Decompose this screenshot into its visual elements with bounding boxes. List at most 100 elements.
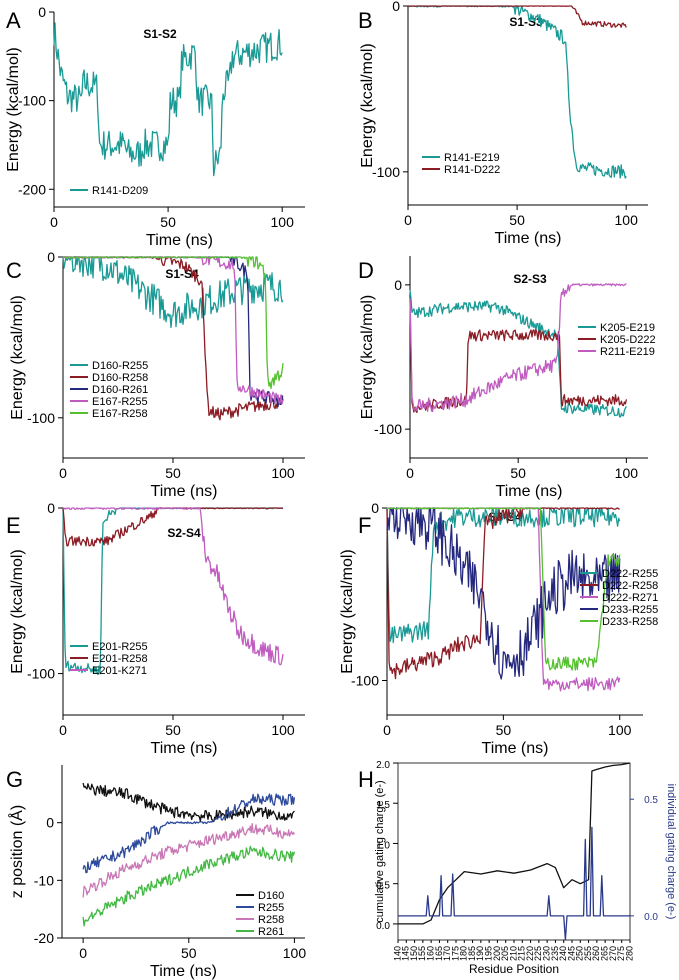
y-tick-label: -100 [374,421,402,437]
panel-label: F [358,513,371,538]
x-tick-label: 0 [59,722,67,738]
x-tick-label: 250 [575,946,585,961]
legend-label: R211-E219 [600,346,655,358]
panel-label: D [358,258,374,283]
x-tick-label: 195 [484,946,494,961]
y-tick-label: 0.5 [376,881,390,892]
series-line-R258 [82,823,295,898]
y-axis-label: Energy (kcal/mol) [9,549,26,673]
x-tick-label: 165 [434,946,444,961]
x-tick-label: 140 [392,946,402,961]
x-axis-label: Time (ns) [495,230,562,247]
legend-label: R141-D209 [92,185,148,197]
x-tick-label: 145 [401,946,411,961]
x-tick-label: 235 [550,946,560,961]
legend-label: R255 [258,902,284,914]
y-tick-label: -100 [18,93,46,109]
legend-label: D222-R271 [602,592,658,604]
panel-label: E [6,513,21,538]
x-tick-label: 0 [406,465,414,481]
panel-label: H [358,767,374,792]
legend-label: K205-D222 [600,334,656,346]
x-tick-label: 100 [608,722,632,738]
panel-G: G 0 50 100 0 -10 -20 Time (ns) z position (Å) D16… [6,765,306,980]
x-axis-label: Time (ns) [151,740,218,757]
series-line-R141-D209 [53,22,283,177]
x-tick-label: 175 [450,946,460,961]
panel-B: B S1-S3 0 50 100 0 -100 Time (ns) Energy (kcal/m… [358,0,648,247]
y-tick-label: 0 [38,4,46,20]
series-line-individual [398,826,630,941]
legend-label: E167-R255 [92,396,148,408]
y-tick-label: -100 [27,666,55,682]
x-tick-label: 265 [600,946,610,961]
x-tick-label: 275 [616,946,626,961]
chart-title: S1-S2 [143,27,177,41]
x-tick-label: 270 [608,946,618,961]
x-tick-label: 100 [615,212,639,228]
y-axis-label: cumulative gating charge (e-) [374,780,386,922]
y-tick-label: -10 [34,872,54,888]
x-tick-label: 200 [492,946,502,961]
series-line-D222-R258 [386,507,620,680]
y-axis-label: Energy (kcal/mol) [359,43,376,167]
chart-title: S1-S3 [509,15,543,29]
series-line-D160 [82,782,295,823]
series-line-K205-D222 [409,299,628,414]
panel-C: C S1-S4 0 50 100 0 -100 Time (ns) Energy (kcal/m… [6,249,305,500]
x-tick-label: 0 [59,465,67,481]
legend-label: D160-R261 [92,384,148,396]
chart-title: S1-S4 [165,267,199,281]
panel-D: D S2-S3 0 50 100 0 -100 Time (ns) Energy (kcal/m… [358,256,656,500]
x-tick-label: 50 [165,465,181,481]
series-line-K205-E219 [409,289,627,418]
x-axis-label: Residue Position [469,962,559,976]
legend-label: D222-R258 [602,580,658,592]
y-axis-label: Energy (kcal/mol) [5,47,22,171]
series-line-D233-R258 [387,507,621,671]
series-line-D160-R255 [62,256,284,329]
legend-label: D233-R255 [602,604,658,616]
series-line-E201-K271 [63,507,284,666]
y-tick-label: -100 [27,410,55,426]
x-tick-label: 170 [442,946,452,961]
x-tick-label: 0 [383,722,391,738]
legend-label: E201-R255 [92,641,148,653]
x-tick-label: 50 [181,945,197,961]
y-tick-label: -200 [18,181,46,197]
series-line-R141-D222 [408,5,627,28]
x-tick-label: 0 [50,214,58,230]
panel-label: C [6,258,22,283]
x-axis-label: Time (ns) [482,740,549,757]
x-axis-label: Time (ns) [150,963,217,980]
y-tick-label: 1.0 [376,840,390,851]
legend-label: E201-R258 [92,653,148,665]
series-line-D233-R255 [386,507,621,680]
series-line-cumulative [398,762,631,925]
legend-label: D160 [258,890,284,902]
x-tick-label: 50 [160,214,176,230]
x-tick-label: 190 [475,946,485,961]
y-axis-label: z position (Å) [7,805,26,898]
y-axis-label: Energy (kcal/mol) [9,295,26,419]
x-tick-label: 255 [583,946,593,961]
x-tick-label: 50 [496,722,512,738]
y-right-tick-label: 0.5 [644,795,658,806]
legend-label: D233-R258 [602,616,658,628]
legend-label: E201-K271 [92,665,147,677]
x-tick-label: 180 [459,946,469,961]
y-tick-label: 2.0 [376,760,390,771]
y-tick-label: 0 [47,500,55,516]
x-tick-label: 225 [533,946,543,961]
y-tick-label: 0 [392,0,400,14]
legend-label: R141-E219 [444,152,500,164]
legend-label: R141-D222 [444,164,500,176]
series-line-R255 [82,793,296,874]
x-tick-label: 205 [500,946,510,961]
chart-title: S2-S3 [513,272,547,286]
x-tick-label: 260 [591,946,601,961]
x-axis-label: Time (ns) [151,483,218,500]
legend-label: D160-R258 [92,372,148,384]
y-axis-right-label: individual gating charge (e-) [665,784,677,920]
